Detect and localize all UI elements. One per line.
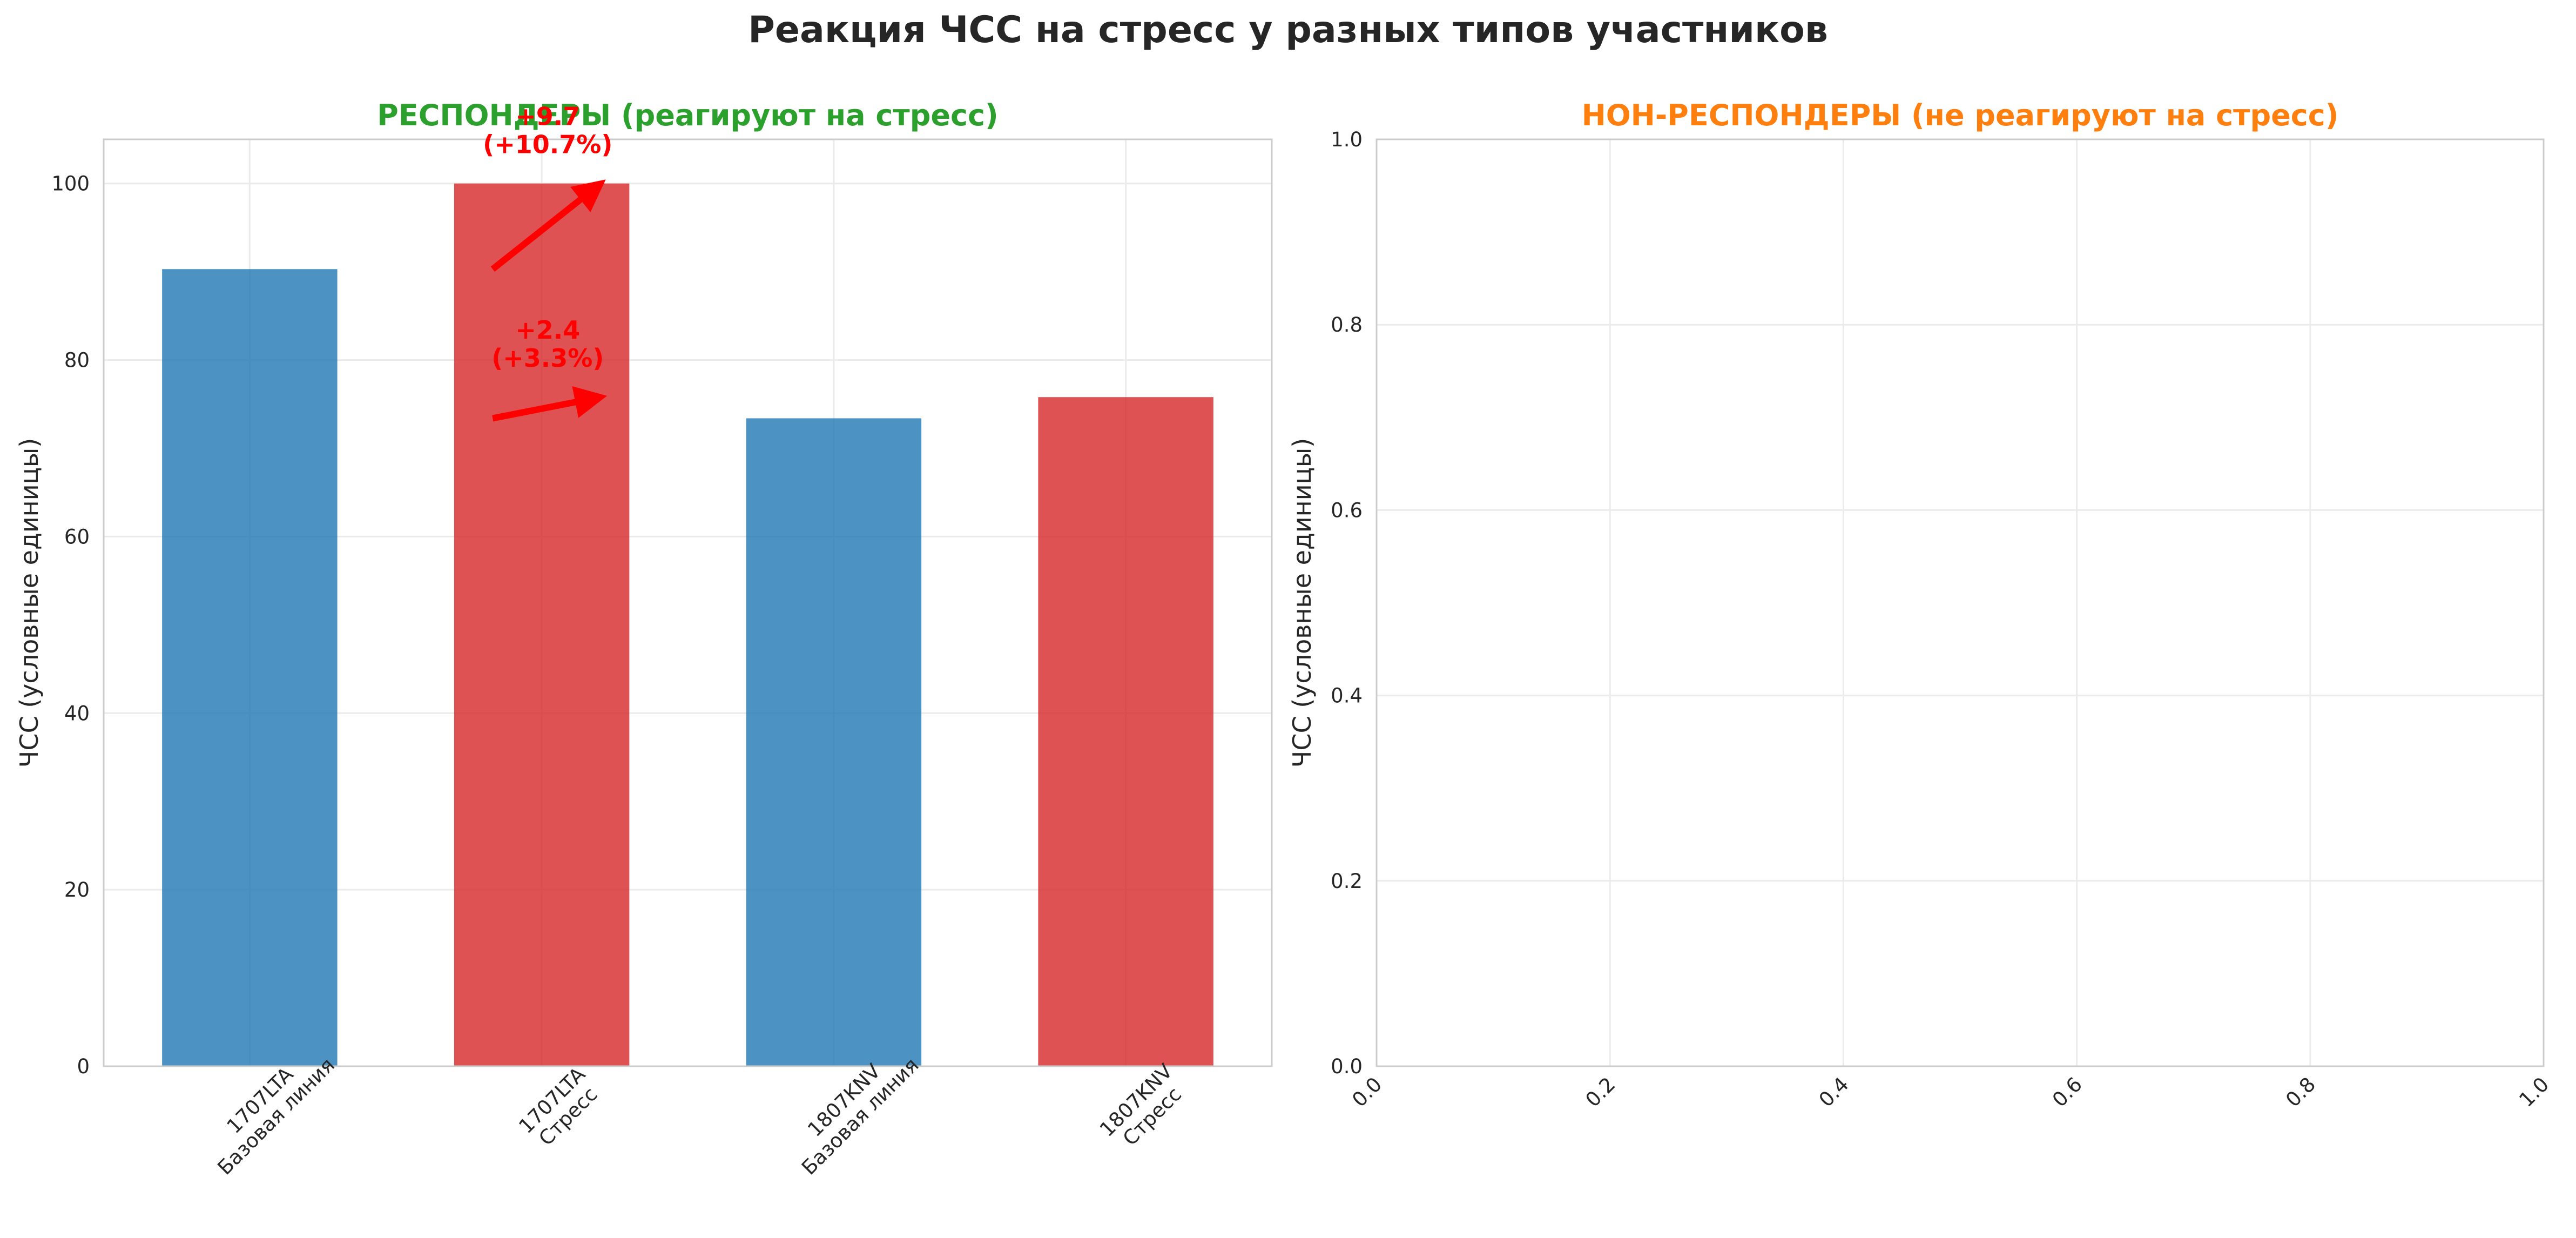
change-annotation-line: +9.7 [515, 102, 580, 131]
y-tick-label: 20 [64, 878, 90, 901]
x-tick-label: 1707LTAСтресс [514, 1062, 606, 1154]
chart-title: РЕСПОНДЕРЫ (реагируют на стресс) [377, 98, 998, 132]
non-responders-chart: 0.0 0.2 0.4 0.6 0.8 1.0 0.0 0.2 0.4 0.6 0.8 1.0 ЧСС … [1287, 98, 2553, 1112]
change-annotation: +9.7 (+10.7%) [483, 102, 612, 159]
y-tick-label: 0.8 [1331, 313, 1363, 337]
bar [454, 183, 630, 1066]
y-tick-label: 0.4 [1331, 684, 1363, 708]
x-tick-label: 0.0 [1347, 1073, 1386, 1112]
y-tick-label: 0.0 [1331, 1055, 1363, 1078]
axes-frame [103, 138, 1273, 1067]
bar [162, 269, 338, 1066]
bar [1038, 397, 1213, 1066]
x-tick-label: 1.0 [2514, 1073, 2553, 1112]
x-tick-label: 0.4 [1815, 1073, 1853, 1112]
y-tick-label: 40 [64, 702, 90, 725]
axes-frame [1375, 138, 2545, 1067]
y-tick-label: 0 [77, 1055, 90, 1078]
change-annotation-line: (+3.3%) [491, 344, 604, 373]
y-tick-label: 0.6 [1331, 499, 1363, 522]
x-tick-label: 0.8 [2281, 1073, 2320, 1112]
change-arrow [490, 179, 606, 272]
y-tick-label: 60 [64, 525, 90, 548]
y-axis-label: ЧСС (условные единицы) [15, 438, 44, 768]
y-axis-label: ЧСС (условные единицы) [1287, 438, 1317, 768]
x-tick-label: 0.2 [1581, 1073, 1620, 1112]
y-tick-label: 80 [64, 349, 90, 372]
y-tick-label: 1.0 [1331, 128, 1363, 151]
bar [746, 418, 922, 1066]
figure-title: Реакция ЧСС на стресс у разных типов уча… [748, 9, 1828, 51]
y-tick-label: 100 [51, 172, 90, 196]
change-annotation-line: +2.4 [515, 315, 580, 345]
y-tick-label: 0.2 [1331, 870, 1363, 893]
chart-title: НОН-РЕСПОНДЕРЫ (не реагируют на стресс) [1582, 98, 2339, 132]
change-arrow [492, 386, 608, 422]
x-tick-label: 1807KNVСтресс [1095, 1059, 1193, 1157]
change-annotation-line: (+10.7%) [483, 130, 612, 159]
change-annotation: +2.4 (+3.3%) [491, 315, 604, 373]
x-tick-label: 0.6 [2048, 1073, 2087, 1112]
